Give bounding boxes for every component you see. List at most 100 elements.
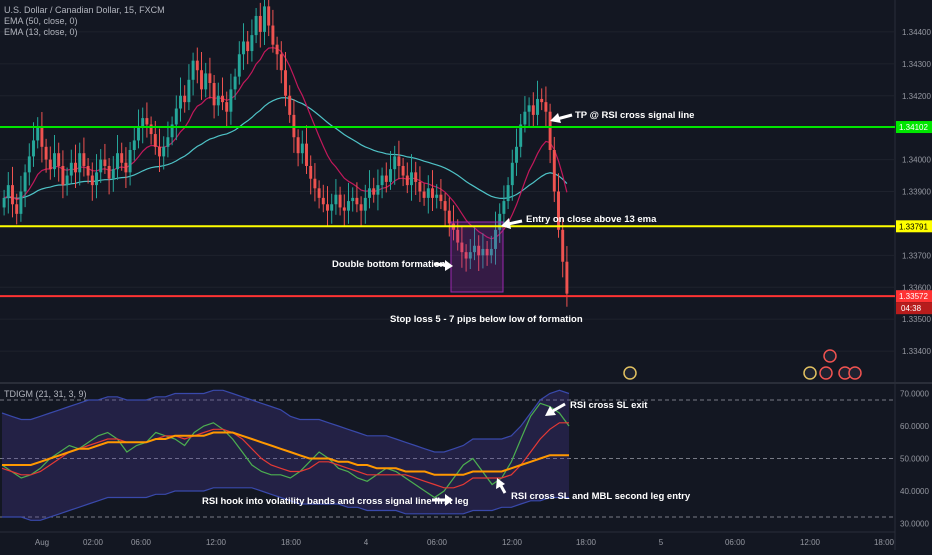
candle-body — [27, 156, 31, 173]
candle-body — [418, 181, 422, 192]
candle-body — [510, 162, 514, 186]
candle-body — [36, 127, 40, 141]
candle-body — [86, 165, 90, 176]
candle-body — [128, 150, 132, 173]
candle-body — [410, 172, 413, 186]
candle-body — [477, 245, 481, 256]
candle-body — [405, 175, 409, 186]
candle-body — [237, 54, 241, 77]
level-tag — [896, 220, 932, 233]
candle-body — [342, 207, 346, 211]
candle-body — [531, 105, 535, 115]
y-tick-label: 1.33500 — [902, 315, 931, 324]
candle-body — [195, 60, 199, 71]
candle-body — [557, 191, 560, 230]
ema13-legend: EMA (13, close, 0) — [4, 27, 78, 37]
candle-body — [481, 248, 485, 256]
candle-body — [523, 111, 527, 125]
x-tick-label: 18:00 — [281, 538, 302, 547]
countdown-label: 04:38 — [901, 304, 922, 313]
candle-body — [263, 6, 266, 32]
symbol-line: U.S. Dollar / Canadian Dollar, 15, FXCM — [4, 5, 165, 15]
candle-body — [321, 197, 325, 205]
candle-body — [489, 248, 493, 256]
candle-body — [19, 191, 23, 214]
countdown-tag — [896, 302, 932, 315]
x-tick-label: 06:00 — [725, 538, 746, 547]
candle-body — [359, 204, 363, 211]
candle-body — [502, 201, 506, 214]
candle-body — [485, 248, 489, 256]
x-tick-label: 4 — [364, 538, 369, 547]
candle-body — [53, 153, 56, 170]
candle-body — [116, 153, 119, 170]
candle-body — [48, 159, 52, 170]
x-tick-label: 12:00 — [502, 538, 523, 547]
candle-body — [561, 229, 565, 262]
candle-body — [221, 95, 224, 103]
indicator-title: TDIGM (21, 31, 3, 9) — [4, 389, 87, 399]
candle-body — [15, 204, 19, 214]
candle-body — [565, 261, 569, 294]
candle-body — [103, 159, 107, 166]
y-tick-label: 1.33900 — [902, 188, 931, 197]
candle-body — [401, 165, 405, 176]
candle-body — [225, 102, 229, 112]
candle-body — [57, 153, 61, 166]
candle-body — [141, 118, 145, 128]
candle-body — [204, 73, 208, 90]
candle-body — [216, 95, 220, 106]
candle-body — [300, 143, 304, 154]
double-bottom-box — [450, 221, 504, 293]
candle-body — [246, 41, 250, 52]
candle-body — [275, 44, 279, 55]
candle-body — [153, 134, 157, 147]
candle-body — [267, 6, 271, 26]
candle-body — [137, 127, 140, 141]
candle-body — [32, 140, 35, 157]
candle-body — [78, 153, 82, 173]
level-tag-label: 1.33791 — [899, 222, 928, 231]
y-tick-label: 1.33400 — [902, 347, 931, 356]
ema50-legend: EMA (50, close, 0) — [4, 16, 78, 26]
y-tick-label: 30.0000 — [900, 520, 929, 529]
x-tick-label: Aug — [35, 538, 49, 547]
upper-band-line — [1, 389, 570, 453]
candle-body — [372, 188, 376, 195]
volatility-band — [2, 390, 569, 521]
x-tick-label: 5 — [659, 538, 664, 547]
candle-body — [187, 79, 191, 103]
candle-body — [95, 172, 98, 186]
x-tick-label: 12:00 — [206, 538, 227, 547]
candle-body — [552, 150, 556, 192]
candle-body — [426, 188, 430, 198]
candle-body — [447, 210, 451, 224]
annotation-rsi-entry: RSI cross SL and MBL second leg entry — [511, 491, 691, 502]
candle-body — [380, 175, 384, 186]
candle-body — [439, 194, 443, 202]
lower-band-line — [2, 487, 569, 521]
candle-body — [288, 95, 292, 115]
annotation-arrows-main — [433, 113, 573, 271]
event-markers[interactable] — [623, 349, 862, 380]
candle-body — [317, 188, 321, 198]
candle-body — [527, 105, 531, 112]
candle-body — [506, 185, 510, 202]
candle-body — [540, 98, 544, 103]
candle-body — [99, 159, 103, 173]
y-tick-label: 1.34000 — [902, 156, 931, 165]
candle-body — [338, 194, 342, 208]
candle-body — [393, 156, 397, 170]
candle-body — [351, 197, 355, 202]
candle-body — [124, 162, 128, 173]
annotation-stop-loss: Stop loss 5 - 7 pips below low of format… — [390, 314, 583, 325]
candle-body — [200, 70, 203, 90]
candle-body — [74, 162, 77, 173]
annotation-rsi-exit: RSI cross SL exit — [570, 400, 648, 411]
candle-body — [536, 98, 539, 115]
annotation-double-bottom: Double bottom formation — [332, 259, 446, 270]
candle-body — [494, 229, 497, 249]
x-tick-label: 06:00 — [131, 538, 152, 547]
